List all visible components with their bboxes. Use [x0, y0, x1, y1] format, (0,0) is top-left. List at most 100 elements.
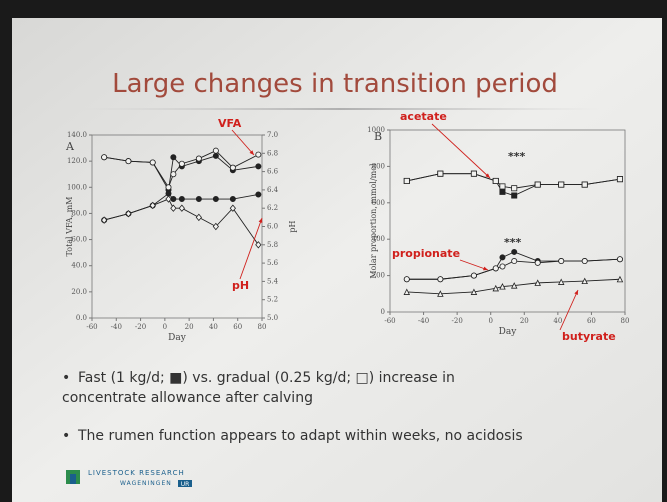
- marker: [535, 260, 540, 265]
- panel-label: A: [65, 140, 75, 153]
- slide-title: Large changes in transition period: [112, 69, 558, 99]
- photo: Large changes in transition period • Fas…: [0, 0, 667, 502]
- marker: [500, 184, 505, 189]
- marker: [512, 193, 517, 198]
- marker: [559, 182, 564, 187]
- marker: [102, 155, 107, 160]
- marker: [404, 277, 409, 282]
- y-axis-label: Molar proportion, mmol/mol: [369, 163, 378, 279]
- marker: [213, 196, 218, 201]
- annotation: VFA: [218, 117, 242, 130]
- x-tick-label: 60: [233, 323, 242, 331]
- y-tick-label: 0.0: [76, 314, 87, 322]
- logo-badge: UR: [181, 481, 190, 488]
- marker: [230, 196, 235, 201]
- y-tick-label: 100.0: [67, 183, 87, 191]
- y-tick-label: 140.0: [67, 131, 87, 139]
- x-tick-label: -40: [418, 317, 429, 325]
- marker: [150, 160, 155, 165]
- marker: [256, 164, 261, 169]
- x-tick-label: 40: [209, 323, 218, 331]
- marker: [582, 258, 587, 263]
- y2-tick-label: 7.0: [267, 131, 278, 139]
- marker: [196, 156, 201, 161]
- y2-tick-label: 5.6: [267, 259, 279, 267]
- marker: [512, 258, 517, 263]
- marker: [582, 182, 587, 187]
- marker: [171, 155, 176, 160]
- y-tick-label: 1000: [367, 126, 385, 134]
- marker: [559, 258, 564, 263]
- marker: [196, 196, 201, 201]
- marker: [512, 186, 517, 191]
- y2-tick-label: 6.0: [267, 223, 278, 231]
- x-tick-label: 80: [258, 323, 267, 331]
- annotation: butyrate: [562, 330, 616, 343]
- marker: [256, 152, 261, 157]
- x-tick-label: 20: [520, 317, 529, 325]
- marker: [500, 189, 505, 194]
- x-tick-label: 80: [621, 317, 630, 325]
- marker: [438, 277, 443, 282]
- marker: [213, 148, 218, 153]
- x-tick-label: 40: [553, 317, 562, 325]
- marker: [500, 255, 505, 260]
- logo-sub: WAGENINGEN: [120, 480, 172, 487]
- marker: [617, 257, 622, 262]
- marker: [493, 178, 498, 183]
- bullet-dot: •: [62, 428, 70, 444]
- x-tick-label: -20: [135, 323, 146, 331]
- logo-name: LIVESTOCK RESEARCH: [88, 469, 185, 477]
- x-tick-label: -40: [111, 323, 122, 331]
- y2-tick-label: 6.2: [267, 204, 278, 212]
- annotation: acetate: [400, 110, 447, 123]
- title-underline: [80, 108, 600, 110]
- annotation: pH: [232, 279, 249, 292]
- x-axis-label: Day: [499, 327, 518, 337]
- annotation: ***: [504, 236, 522, 249]
- y2-axis-label: pH: [288, 220, 297, 232]
- marker: [471, 171, 476, 176]
- y-tick-label: 20.0: [71, 288, 87, 296]
- marker: [535, 182, 540, 187]
- marker: [438, 171, 443, 176]
- marker: [404, 178, 409, 183]
- x-axis-label: Day: [168, 333, 187, 343]
- annotation: ***: [508, 150, 526, 163]
- x-tick-label: 0: [488, 317, 492, 325]
- marker: [179, 196, 184, 201]
- y2-tick-label: 6.4: [267, 186, 279, 194]
- y2-tick-label: 5.0: [267, 314, 278, 322]
- marker: [230, 165, 235, 170]
- marker: [256, 192, 261, 197]
- y2-tick-label: 5.2: [267, 296, 278, 304]
- marker: [512, 249, 517, 254]
- marker: [179, 161, 184, 166]
- y2-tick-label: 5.8: [267, 241, 278, 249]
- x-tick-label: 20: [185, 323, 194, 331]
- logo-icon: [70, 474, 76, 484]
- x-tick-label: 60: [587, 317, 596, 325]
- marker: [500, 264, 505, 269]
- y2-tick-label: 5.4: [267, 277, 279, 285]
- marker: [166, 185, 171, 190]
- x-tick-label: 0: [163, 323, 167, 331]
- bullet: The rumen function appears to adapt with…: [77, 428, 523, 444]
- y2-tick-label: 6.8: [267, 149, 278, 157]
- marker: [617, 177, 622, 182]
- marker: [471, 273, 476, 278]
- marker: [171, 172, 176, 177]
- x-tick-label: -60: [384, 317, 395, 325]
- x-tick-label: -20: [452, 317, 463, 325]
- y-axis-label: Total VFA, mM: [65, 197, 74, 257]
- y-tick-label: 40.0: [71, 262, 87, 270]
- marker: [493, 266, 498, 271]
- y-tick-label: 0: [381, 308, 385, 316]
- marker: [213, 153, 218, 158]
- y-tick-label: 120.0: [67, 157, 87, 165]
- x-tick-label: -60: [86, 323, 97, 331]
- y2-tick-label: 6.6: [267, 168, 279, 176]
- marker: [126, 159, 131, 164]
- bullet-dot: •: [62, 370, 70, 386]
- annotation: propionate: [392, 247, 460, 260]
